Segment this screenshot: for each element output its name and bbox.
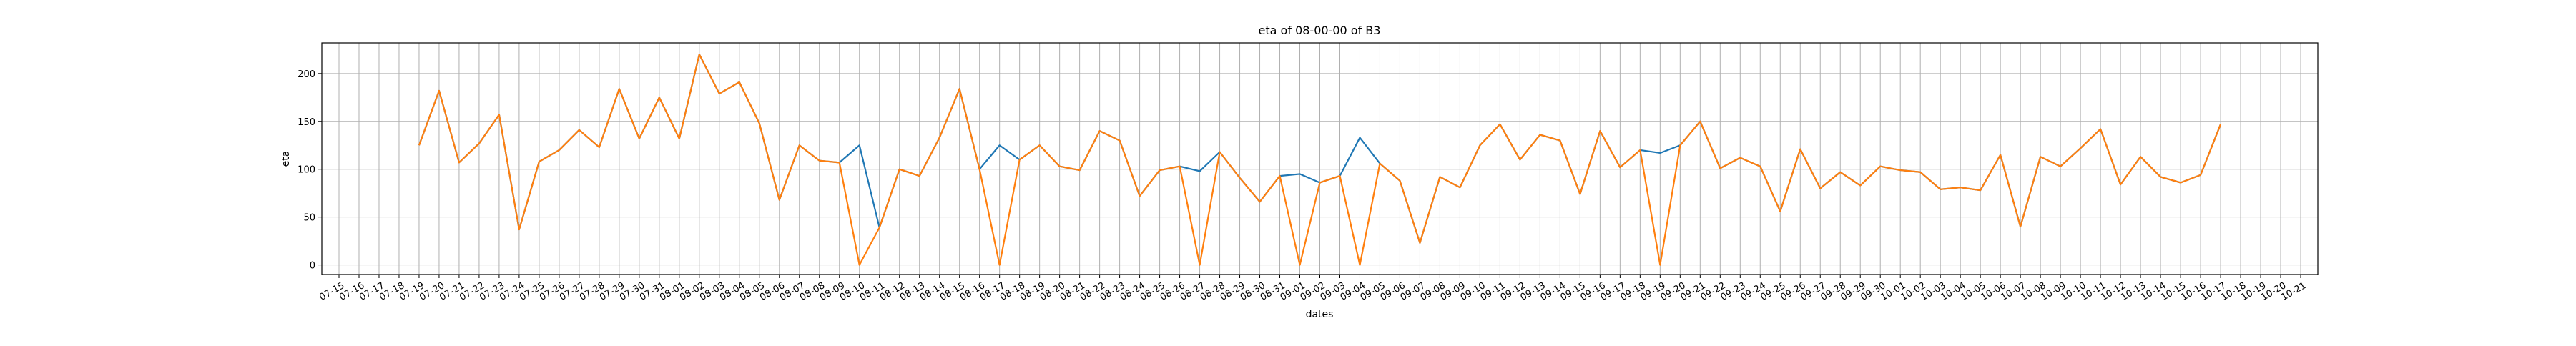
x-axis-label: dates bbox=[1306, 309, 1334, 320]
y-tick-label: 0 bbox=[310, 261, 315, 272]
y-axis-label: eta bbox=[280, 151, 292, 167]
y-tick-label: 100 bbox=[298, 165, 315, 176]
y-axis: 0 50 100 150 200 bbox=[298, 69, 322, 272]
chart-title: eta of 08-00-00 of B3 bbox=[1259, 24, 1381, 37]
series-lines bbox=[418, 53, 2222, 266]
series-line-2 bbox=[418, 53, 2222, 266]
y-tick-label: 200 bbox=[298, 69, 315, 80]
y-tick-label: 50 bbox=[303, 213, 315, 224]
x-axis: 07-1507-1607-1707-1807-1907-2007-2107-22… bbox=[318, 275, 2308, 303]
y-tick-label: 150 bbox=[298, 117, 315, 128]
grid bbox=[322, 43, 2318, 275]
